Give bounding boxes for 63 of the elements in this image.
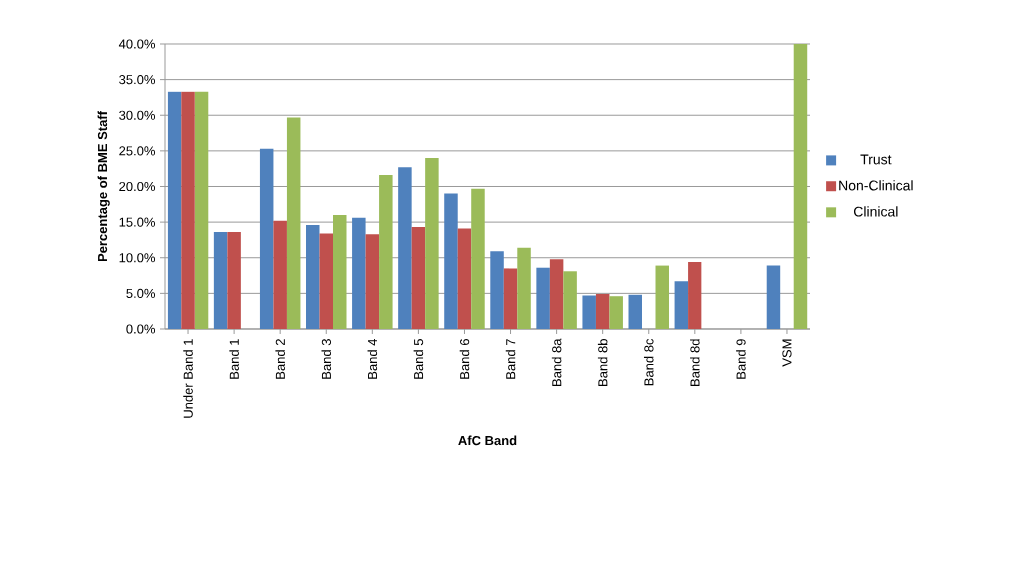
bar — [490, 251, 504, 329]
bar — [628, 294, 643, 329]
y-tick-label: 5.0% — [126, 288, 156, 298]
bar — [213, 232, 228, 329]
bar — [352, 217, 366, 329]
legend-label: Trust — [860, 154, 892, 165]
bar — [549, 259, 564, 329]
bar — [674, 281, 689, 329]
bar — [563, 271, 577, 329]
x-tick-label: Band 8a — [551, 338, 562, 386]
bar — [398, 167, 412, 329]
y-axis-title: Percentage of BME Staff — [97, 110, 110, 262]
bar — [444, 193, 458, 329]
y-tick-label: 0.0% — [126, 324, 156, 334]
x-axis-title: AfC Band — [458, 435, 517, 446]
bar — [503, 268, 518, 329]
bar — [167, 91, 182, 329]
bar — [379, 175, 393, 329]
bar — [595, 294, 610, 329]
bar — [194, 91, 209, 329]
bar — [273, 220, 287, 329]
bar — [793, 43, 808, 329]
x-tick-label: Band 6 — [459, 339, 470, 379]
x-tick-label: Band 8c — [643, 338, 654, 386]
bar — [181, 91, 195, 329]
x-tick-label: Under Band 1 — [183, 339, 193, 418]
bar — [609, 296, 623, 329]
legend-label: Clinical — [853, 206, 898, 217]
bar — [471, 188, 485, 329]
bar — [411, 227, 426, 329]
x-tick-label: Band 1 — [229, 339, 239, 379]
x-tick-label: Band 4 — [367, 338, 378, 379]
x-tick-label: Band 8b — [597, 339, 608, 386]
y-tick-label: 15.0% — [119, 217, 156, 227]
bar — [259, 148, 274, 329]
y-tick-label: 10.0% — [119, 253, 156, 263]
bar — [536, 267, 550, 329]
x-tick-label: Band 8d — [690, 339, 700, 386]
x-tick-label: Band 5 — [413, 339, 424, 379]
x-tick-label: Band 7 — [505, 339, 516, 379]
bar — [425, 157, 439, 329]
y-tick-label: 25.0% — [119, 146, 156, 156]
legend-label: Non-Clinical — [839, 180, 913, 191]
bar — [319, 233, 334, 329]
bar — [365, 234, 380, 329]
bar — [582, 295, 596, 329]
y-tick-label: 35.0% — [119, 75, 156, 85]
bar — [227, 232, 241, 329]
bar — [457, 228, 472, 329]
bar — [286, 117, 301, 329]
bar — [306, 224, 320, 329]
bar — [517, 247, 531, 329]
bar — [333, 214, 347, 329]
x-tick-label: Band 9 — [736, 339, 746, 379]
y-tick-label: 40.0% — [118, 39, 156, 49]
y-tick-label: 20.0% — [119, 181, 156, 192]
x-tick-label: Band 2 — [275, 339, 285, 379]
x-tick-label: Band 3 — [321, 339, 332, 379]
bar — [688, 262, 702, 329]
bar — [766, 265, 781, 329]
x-tick-label: VSM — [782, 339, 792, 367]
bar — [655, 265, 669, 329]
y-tick-label: 30.0% — [119, 110, 156, 120]
